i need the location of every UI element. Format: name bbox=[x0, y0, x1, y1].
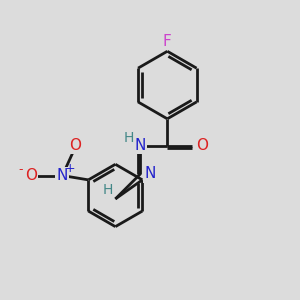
Text: F: F bbox=[163, 34, 172, 49]
Text: O: O bbox=[69, 138, 81, 153]
Text: N: N bbox=[135, 138, 146, 153]
Text: N: N bbox=[57, 168, 68, 183]
Text: H: H bbox=[123, 131, 134, 145]
Text: N: N bbox=[144, 166, 156, 181]
Text: +: + bbox=[64, 162, 75, 175]
Text: -: - bbox=[19, 163, 23, 176]
Text: O: O bbox=[25, 168, 37, 183]
Text: O: O bbox=[196, 138, 208, 153]
Text: H: H bbox=[102, 183, 113, 197]
